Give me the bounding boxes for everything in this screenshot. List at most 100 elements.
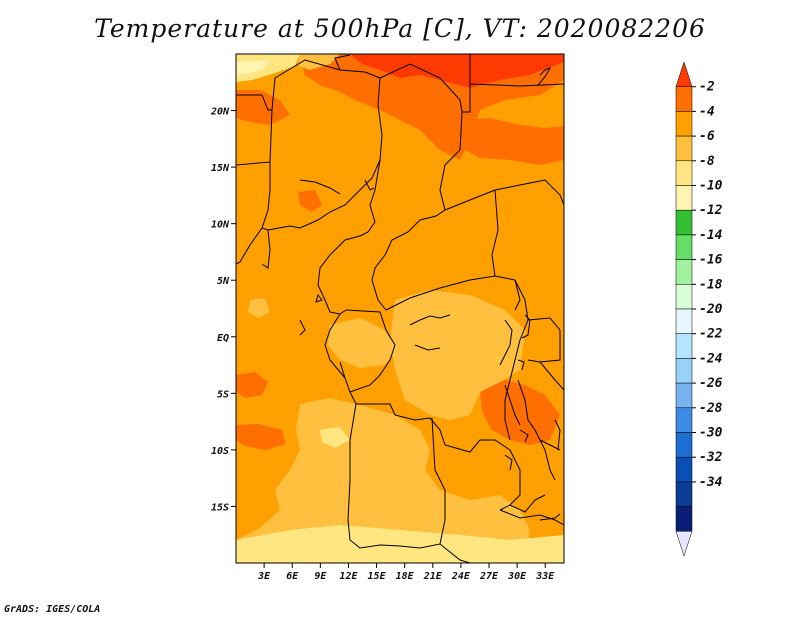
country-boundaries — [236, 54, 564, 563]
border-libya-algeria — [334, 54, 351, 71]
lon-tick-label: 27E — [479, 571, 499, 582]
border-nigeria-niger — [299, 179, 341, 195]
lake-tanganyika-west — [504, 384, 521, 426]
cool-region-north-atlantic — [298, 54, 340, 70]
lat-tick-label: 10N — [211, 220, 230, 231]
latitude-axis: 20N 15N 10N 5N EQ 5S 10S 15S — [210, 107, 236, 513]
border-cahora-bassa — [539, 513, 561, 521]
border-gabon-west — [324, 313, 346, 379]
border-angola-drc — [349, 391, 521, 511]
river-congo-north — [409, 314, 451, 326]
border-malawi — [539, 439, 561, 451]
lon-tick-label: 12E — [339, 571, 358, 582]
colorbar-label: -16 — [699, 253, 723, 268]
lon-tick-label: 21E — [423, 571, 443, 582]
lake-chad — [364, 179, 375, 191]
border-kenya-tanzania — [539, 361, 564, 391]
colorbar-swatch — [675, 308, 693, 334]
lat-tick-label: 5N — [217, 276, 230, 287]
lon-tick-label: 9E — [314, 571, 327, 582]
border-nigeria-north — [261, 187, 363, 231]
lake-bangweulu — [504, 454, 513, 471]
hottest-region-north — [350, 54, 564, 88]
colorbar-swatch — [675, 481, 693, 507]
border-lake-kariba — [509, 494, 546, 513]
lake-kivu — [517, 359, 525, 371]
cool-region-southern-angola — [236, 398, 530, 563]
colorbar-swatch — [675, 234, 693, 260]
colorbar-label: -28 — [699, 401, 723, 416]
lon-tick-label: 30E — [507, 571, 527, 582]
colorbar-swatch — [675, 407, 693, 433]
colorbar: -2 -4 -6 -8 -10 -12 -14 -16 -18 -20 -22 -24 -26 -28 -3… — [675, 61, 723, 557]
border-egypt-sudan — [469, 83, 564, 87]
border-zambia-zimbabwe — [499, 509, 564, 526]
colorbar-label: -18 — [699, 277, 723, 292]
warm-region-northwest — [236, 90, 290, 125]
colorbar-label: -22 — [699, 327, 723, 342]
border-niger-mali — [269, 59, 383, 189]
colorbar-label: -26 — [699, 376, 723, 391]
border-car-drc — [385, 275, 521, 311]
longitude-axis: 3E 6E 9E 12E 15E 18E 21E 24E 27E 30E 33E — [257, 563, 555, 582]
cool-regions — [236, 54, 564, 563]
lat-tick-label: 15S — [211, 502, 229, 513]
warm-region-northeast — [460, 118, 564, 165]
lon-tick-label: 24E — [451, 571, 471, 582]
colorbar-label: -6 — [699, 129, 715, 144]
colorbar-swatch — [675, 382, 693, 409]
cool-region-congo-basin — [390, 290, 525, 420]
colorbar-label: -12 — [699, 203, 723, 218]
colorbar-swatch — [675, 111, 693, 137]
warm-region-nigeria — [298, 190, 322, 212]
border-chad-libya — [379, 54, 471, 113]
border-chad-sudan — [371, 111, 463, 311]
colorbar-top-arrow — [675, 61, 693, 87]
island-coast-mark — [315, 293, 323, 303]
border-nigeria-chad — [317, 159, 381, 315]
lat-tick-label: 5S — [217, 389, 229, 400]
map-title: Temperature at 500hPa [C], VT: 202008220… — [94, 14, 706, 43]
colorbar-label: -14 — [699, 228, 723, 243]
lake-albert — [499, 319, 513, 366]
lake-malawi — [554, 419, 561, 451]
grads-credit: GrADS: IGES/COLA — [4, 604, 101, 615]
colorbar-label: -34 — [699, 475, 723, 490]
colorbar-label: -30 — [699, 426, 723, 441]
colorbar-swatch — [675, 506, 693, 532]
colorbar-swatch — [675, 160, 693, 186]
lat-tick-label: 10S — [211, 446, 229, 457]
lat-tick-label: 20N — [210, 107, 230, 118]
lon-tick-label: 6E — [286, 571, 299, 582]
cool-region-south-edge — [236, 525, 564, 563]
colorbar-swatch — [675, 456, 693, 483]
lon-tick-label: 15E — [368, 571, 387, 582]
lake-victoria-west — [521, 314, 531, 339]
colorbar-swatch — [675, 358, 693, 384]
lon-tick-label: 33E — [535, 571, 555, 582]
border-lake-tanganyika — [517, 379, 556, 481]
border-benin — [261, 229, 271, 269]
colorbar-label: -2 — [699, 80, 715, 95]
colorbar-swatch — [675, 135, 693, 162]
colorbar-label: -10 — [699, 179, 723, 194]
colorbar-swatch — [675, 259, 693, 285]
border-west-africa-coast — [236, 161, 271, 265]
warm-region-east-africa — [480, 380, 560, 445]
colorbar-label: -20 — [699, 302, 723, 317]
colorbar-label: -8 — [699, 154, 715, 169]
cool-region-northwest-corner — [236, 54, 300, 82]
river-congo-mid — [414, 344, 441, 351]
warm-regions — [236, 54, 564, 520]
warm-region-southwest — [236, 424, 285, 450]
colorbar-label: -4 — [699, 104, 715, 119]
warm-region-west — [236, 372, 268, 398]
cool-patch-angola-coast — [320, 427, 350, 448]
border-mali-algeria — [236, 94, 272, 111]
coast-bioko — [299, 319, 306, 336]
lon-tick-label: 18E — [396, 571, 415, 582]
colorbar-swatch — [675, 209, 693, 236]
border-angola-namibia — [347, 403, 471, 563]
lon-tick-label: 3E — [257, 571, 271, 582]
